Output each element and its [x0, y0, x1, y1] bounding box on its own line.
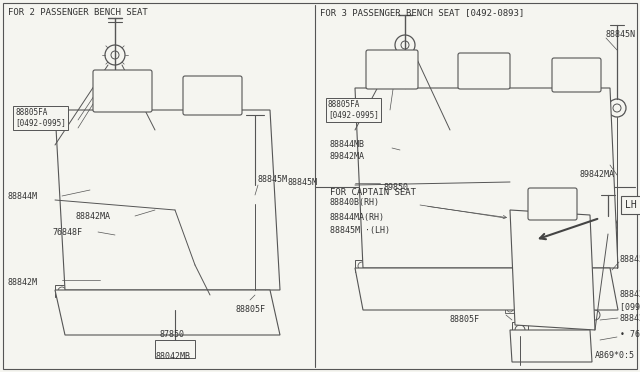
Bar — [355, 260, 369, 272]
Text: 88844M: 88844M — [8, 192, 38, 201]
Bar — [482, 178, 498, 192]
Text: 89842MA: 89842MA — [330, 152, 365, 161]
Bar — [380, 173, 460, 193]
Polygon shape — [510, 330, 592, 362]
FancyBboxPatch shape — [183, 76, 242, 115]
FancyBboxPatch shape — [552, 58, 601, 92]
Text: 88842MA: 88842MA — [75, 212, 110, 221]
Text: 89842MA: 89842MA — [580, 170, 615, 179]
Text: • 76848F: • 76848F — [620, 330, 640, 339]
FancyBboxPatch shape — [458, 53, 510, 89]
Bar — [572, 338, 586, 350]
Text: 89850: 89850 — [383, 183, 408, 192]
Text: 88842MD(RH): 88842MD(RH) — [620, 290, 640, 299]
FancyBboxPatch shape — [93, 70, 152, 112]
Text: 88844MB: 88844MB — [330, 140, 365, 149]
Polygon shape — [510, 210, 595, 330]
Text: FOR 3 PASSENGER BENCH SEAT [0492-0893]: FOR 3 PASSENGER BENCH SEAT [0492-0893] — [320, 8, 524, 17]
Bar — [165, 290, 195, 310]
Text: LH: LH — [625, 200, 637, 210]
Text: 88845M: 88845M — [288, 178, 318, 187]
Text: 88805F: 88805F — [235, 305, 265, 314]
Text: 88805F: 88805F — [450, 315, 480, 324]
Polygon shape — [355, 88, 618, 268]
Bar — [552, 176, 568, 190]
Text: FOR 2 PASSENGER BENCH SEAT: FOR 2 PASSENGER BENCH SEAT — [8, 8, 148, 17]
FancyBboxPatch shape — [366, 50, 418, 89]
Text: 88805FA
[0492-0995]: 88805FA [0492-0995] — [328, 100, 379, 119]
Bar — [512, 322, 528, 336]
Bar — [505, 305, 515, 313]
Bar — [160, 295, 210, 325]
Text: 88842MC: 88842MC — [620, 314, 640, 323]
Text: 88845M•: 88845M• — [620, 255, 640, 264]
Text: 88845N: 88845N — [606, 30, 636, 39]
Bar — [165, 258, 185, 272]
Text: 88845M: 88845M — [258, 175, 288, 184]
Text: 76848F: 76848F — [52, 228, 82, 237]
Text: A869*0:5: A869*0:5 — [595, 351, 635, 360]
Text: 88042MB: 88042MB — [155, 352, 190, 361]
Bar — [238, 278, 254, 290]
Bar — [55, 285, 70, 297]
Text: FOR CAPTAIN SEAT: FOR CAPTAIN SEAT — [330, 188, 416, 197]
Text: 88842M: 88842M — [8, 278, 38, 287]
Text: 88844MA(RH): 88844MA(RH) — [330, 213, 385, 222]
Text: 87850: 87850 — [160, 330, 185, 339]
Polygon shape — [55, 290, 280, 335]
Text: 88840B(RH): 88840B(RH) — [330, 198, 380, 207]
Polygon shape — [355, 268, 618, 310]
Text: 88805FA
[0492-0995]: 88805FA [0492-0995] — [15, 108, 66, 127]
Text: 88845M ·(LH): 88845M ·(LH) — [330, 226, 390, 235]
Polygon shape — [55, 110, 280, 290]
Bar — [155, 340, 195, 358]
Text: [0997-    ]: [0997- ] — [620, 302, 640, 311]
FancyBboxPatch shape — [528, 188, 577, 220]
